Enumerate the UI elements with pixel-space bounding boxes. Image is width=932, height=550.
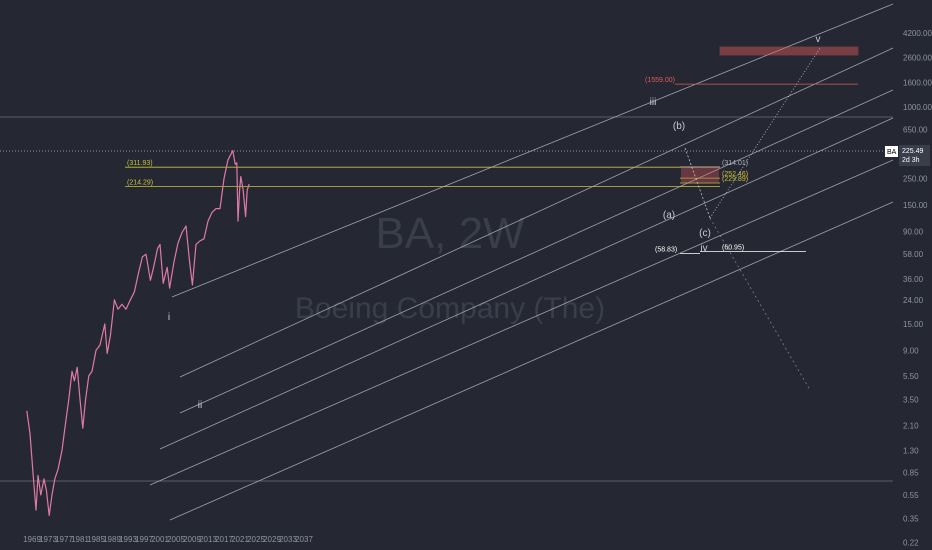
y-tick-label: 15.00: [903, 320, 924, 329]
x-tick-label: 1969: [23, 535, 41, 544]
watermark: BA, 2W Boeing Company (The): [295, 209, 605, 325]
ticker-box: [885, 146, 898, 157]
wave-label: ii: [198, 400, 202, 411]
wave-label: (a): [663, 210, 675, 221]
target-zone: [719, 46, 859, 56]
y-tick-label: 36.00: [903, 275, 924, 284]
y-tick-label: 5.50: [903, 372, 919, 381]
level-label: (252.46): [722, 171, 748, 178]
level-label: (311.93): [127, 160, 153, 167]
y-tick-label: 650.00: [903, 125, 928, 134]
price-levels: (311.93)(214.29)(314.01)(252.46)(229.89)…: [125, 46, 859, 254]
y-tick-label: 2600.00: [903, 54, 932, 63]
wave-label: iii: [650, 97, 657, 108]
wave-label: v: [816, 34, 821, 45]
level-label: (214.29): [127, 180, 153, 187]
y-tick-label: 250.00: [903, 175, 928, 184]
x-tick-label: 1977: [55, 535, 73, 544]
x-tick-label: 2037: [295, 535, 313, 544]
watermark-subtitle: Boeing Company (The): [295, 292, 605, 325]
resistance-zone: [681, 166, 719, 183]
wave-label: (c): [699, 228, 711, 239]
x-tick-label: 2025: [247, 535, 265, 544]
channel-line: [149, 159, 894, 486]
channel-line: [171, 3, 894, 298]
x-tick-label: 1985: [87, 535, 105, 544]
countdown-value: 2d 3h: [902, 157, 920, 164]
y-tick-label: 0.22: [903, 538, 919, 547]
watermark-title: BA, 2W: [375, 209, 525, 258]
projection-lines: [684, 47, 821, 391]
x-tick-label: 1973: [39, 535, 57, 544]
y-tick-label: 0.55: [903, 491, 919, 500]
level-label: (60.95): [722, 245, 744, 252]
level-label: (314.01): [722, 160, 748, 167]
projection-line: [709, 47, 821, 219]
y-tick-label: 0.85: [903, 468, 919, 477]
y-tick-label: 2.10: [903, 422, 919, 431]
x-axis: 1969197319771981198519891993199720012005…: [23, 535, 313, 544]
channel-line: [169, 201, 894, 521]
x-tick-label: 2029: [263, 535, 281, 544]
x-tick-label: 1989: [103, 535, 121, 544]
x-tick-label: 2013: [199, 535, 217, 544]
x-tick-label: 2001: [151, 535, 169, 544]
x-tick-label: 2033: [279, 535, 297, 544]
x-tick-label: 2005: [167, 535, 185, 544]
y-tick-label: 1.30: [903, 446, 919, 455]
y-axis: 4200.002600.001600.001000.00650.00410.00…: [903, 29, 932, 547]
y-tick-label: 9.00: [903, 346, 919, 355]
y-tick-label: 1000.00: [903, 103, 932, 112]
ticker-label: BA: [887, 149, 897, 156]
y-tick-label: 90.00: [903, 227, 924, 236]
wave-label: i: [168, 312, 170, 323]
y-tick-label: 4200.00: [903, 29, 932, 38]
wave-label: (b): [673, 121, 685, 132]
current-price-tag: BA 225.49 2d 3h: [885, 145, 930, 166]
trend-channels: [149, 3, 894, 521]
price-series: [26, 150, 250, 516]
x-tick-label: 1993: [119, 535, 137, 544]
wave-label: iv: [700, 243, 707, 254]
level-label: (1559.00): [645, 77, 675, 84]
channel-line: [179, 89, 894, 414]
y-tick-label: 3.50: [903, 395, 919, 404]
x-tick-label: 1981: [71, 535, 89, 544]
y-tick-label: 1600.00: [903, 79, 932, 88]
projection-line: [709, 217, 811, 391]
y-tick-label: 0.35: [903, 514, 919, 523]
projection-line: [684, 147, 711, 219]
y-tick-label: 24.00: [903, 296, 924, 305]
y-tick-label: 150.00: [903, 201, 928, 210]
level-label: (58.83): [655, 246, 677, 253]
x-tick-label: 2021: [231, 535, 249, 544]
price-box: [899, 145, 930, 166]
channel-line: [159, 117, 894, 450]
x-tick-label: 1997: [135, 535, 153, 544]
price-line: [26, 150, 250, 516]
channel-line: [179, 47, 894, 378]
x-tick-label: 2009: [183, 535, 201, 544]
price-value: 225.49: [902, 148, 924, 155]
x-tick-label: 2017: [215, 535, 233, 544]
y-tick-label: 58.00: [903, 250, 924, 259]
